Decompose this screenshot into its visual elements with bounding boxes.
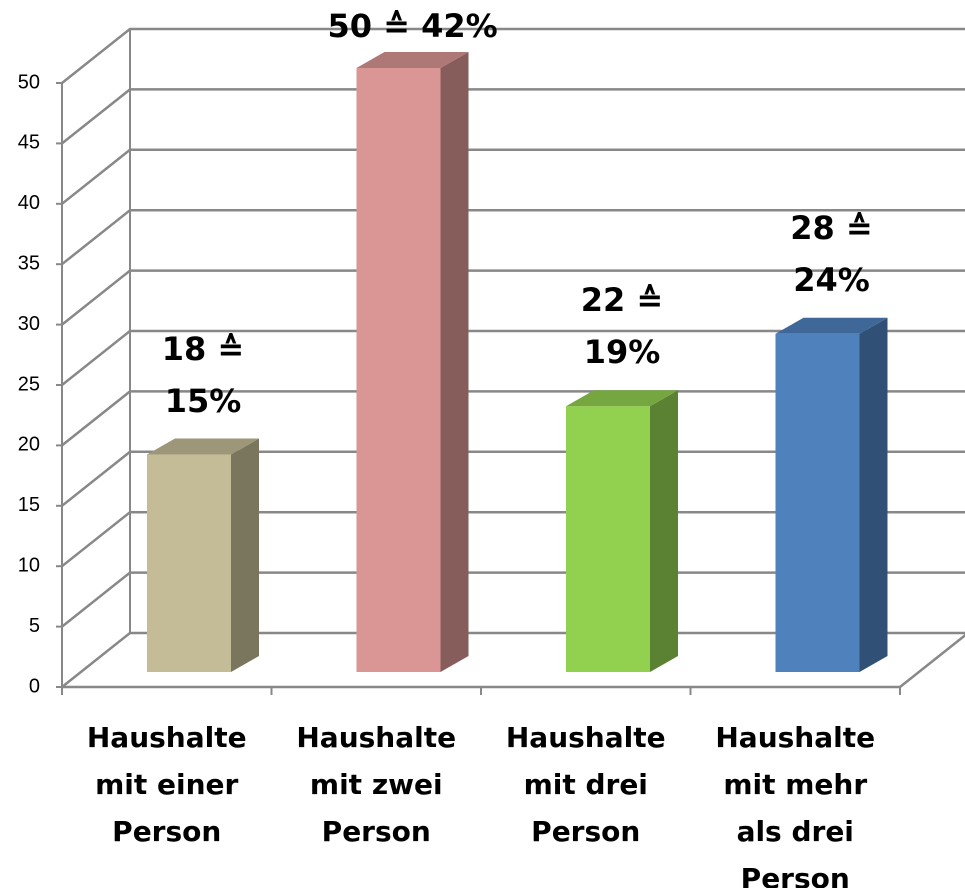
- bar-side: [650, 390, 678, 672]
- y-tick-label: 5: [29, 615, 40, 637]
- y-tick-label: 30: [18, 313, 40, 335]
- value-label: 50 ≙ 42%: [327, 7, 498, 45]
- bar-side: [231, 438, 259, 672]
- value-label: 22 ≙ 19%: [580, 281, 664, 372]
- grid-line: [61, 571, 965, 628]
- y-tick-label: 0: [29, 675, 40, 697]
- y-tick-label: 10: [18, 554, 40, 576]
- y-tick-label: 25: [18, 373, 40, 395]
- value-label: 28 ≙ 24%: [790, 208, 873, 299]
- bar: [566, 406, 650, 672]
- grid-line: [61, 450, 965, 507]
- grid-line: [61, 269, 965, 326]
- bar-top: [356, 52, 469, 68]
- y-tick-label: 15: [18, 494, 40, 516]
- x-tick-label: Haushalte mit einer Person: [86, 721, 247, 848]
- value-label: 18 ≙ 15%: [161, 329, 245, 420]
- grid-line: [61, 510, 965, 568]
- y-tick-label: 20: [18, 434, 40, 456]
- grid-line: [61, 631, 965, 688]
- bar-side: [859, 317, 888, 672]
- x-tick-label: Haushalte mit zwei Person: [296, 721, 457, 848]
- bar-top: [775, 317, 888, 334]
- x-tick-label: Haushalte mit drei Person: [505, 721, 666, 848]
- y-tick-label: 45: [18, 132, 40, 154]
- y-tick-label: 50: [18, 71, 40, 93]
- bar: [147, 454, 231, 672]
- grid-line: [61, 148, 965, 205]
- bar-top: [566, 390, 678, 407]
- x-tick-label: Haushalte mit mehr als drei Person: [715, 721, 876, 888]
- grid-line: [61, 27, 965, 84]
- bar-side: [440, 52, 469, 672]
- bar: [356, 68, 441, 672]
- y-tick-label: 40: [18, 192, 40, 214]
- y-tick-label: 35: [18, 252, 40, 274]
- grid-line: [61, 208, 965, 266]
- grid-line: [61, 329, 965, 386]
- bar-top: [147, 438, 259, 455]
- bar: [775, 333, 860, 672]
- grid-line: [61, 390, 965, 447]
- grid-line: [61, 88, 965, 145]
